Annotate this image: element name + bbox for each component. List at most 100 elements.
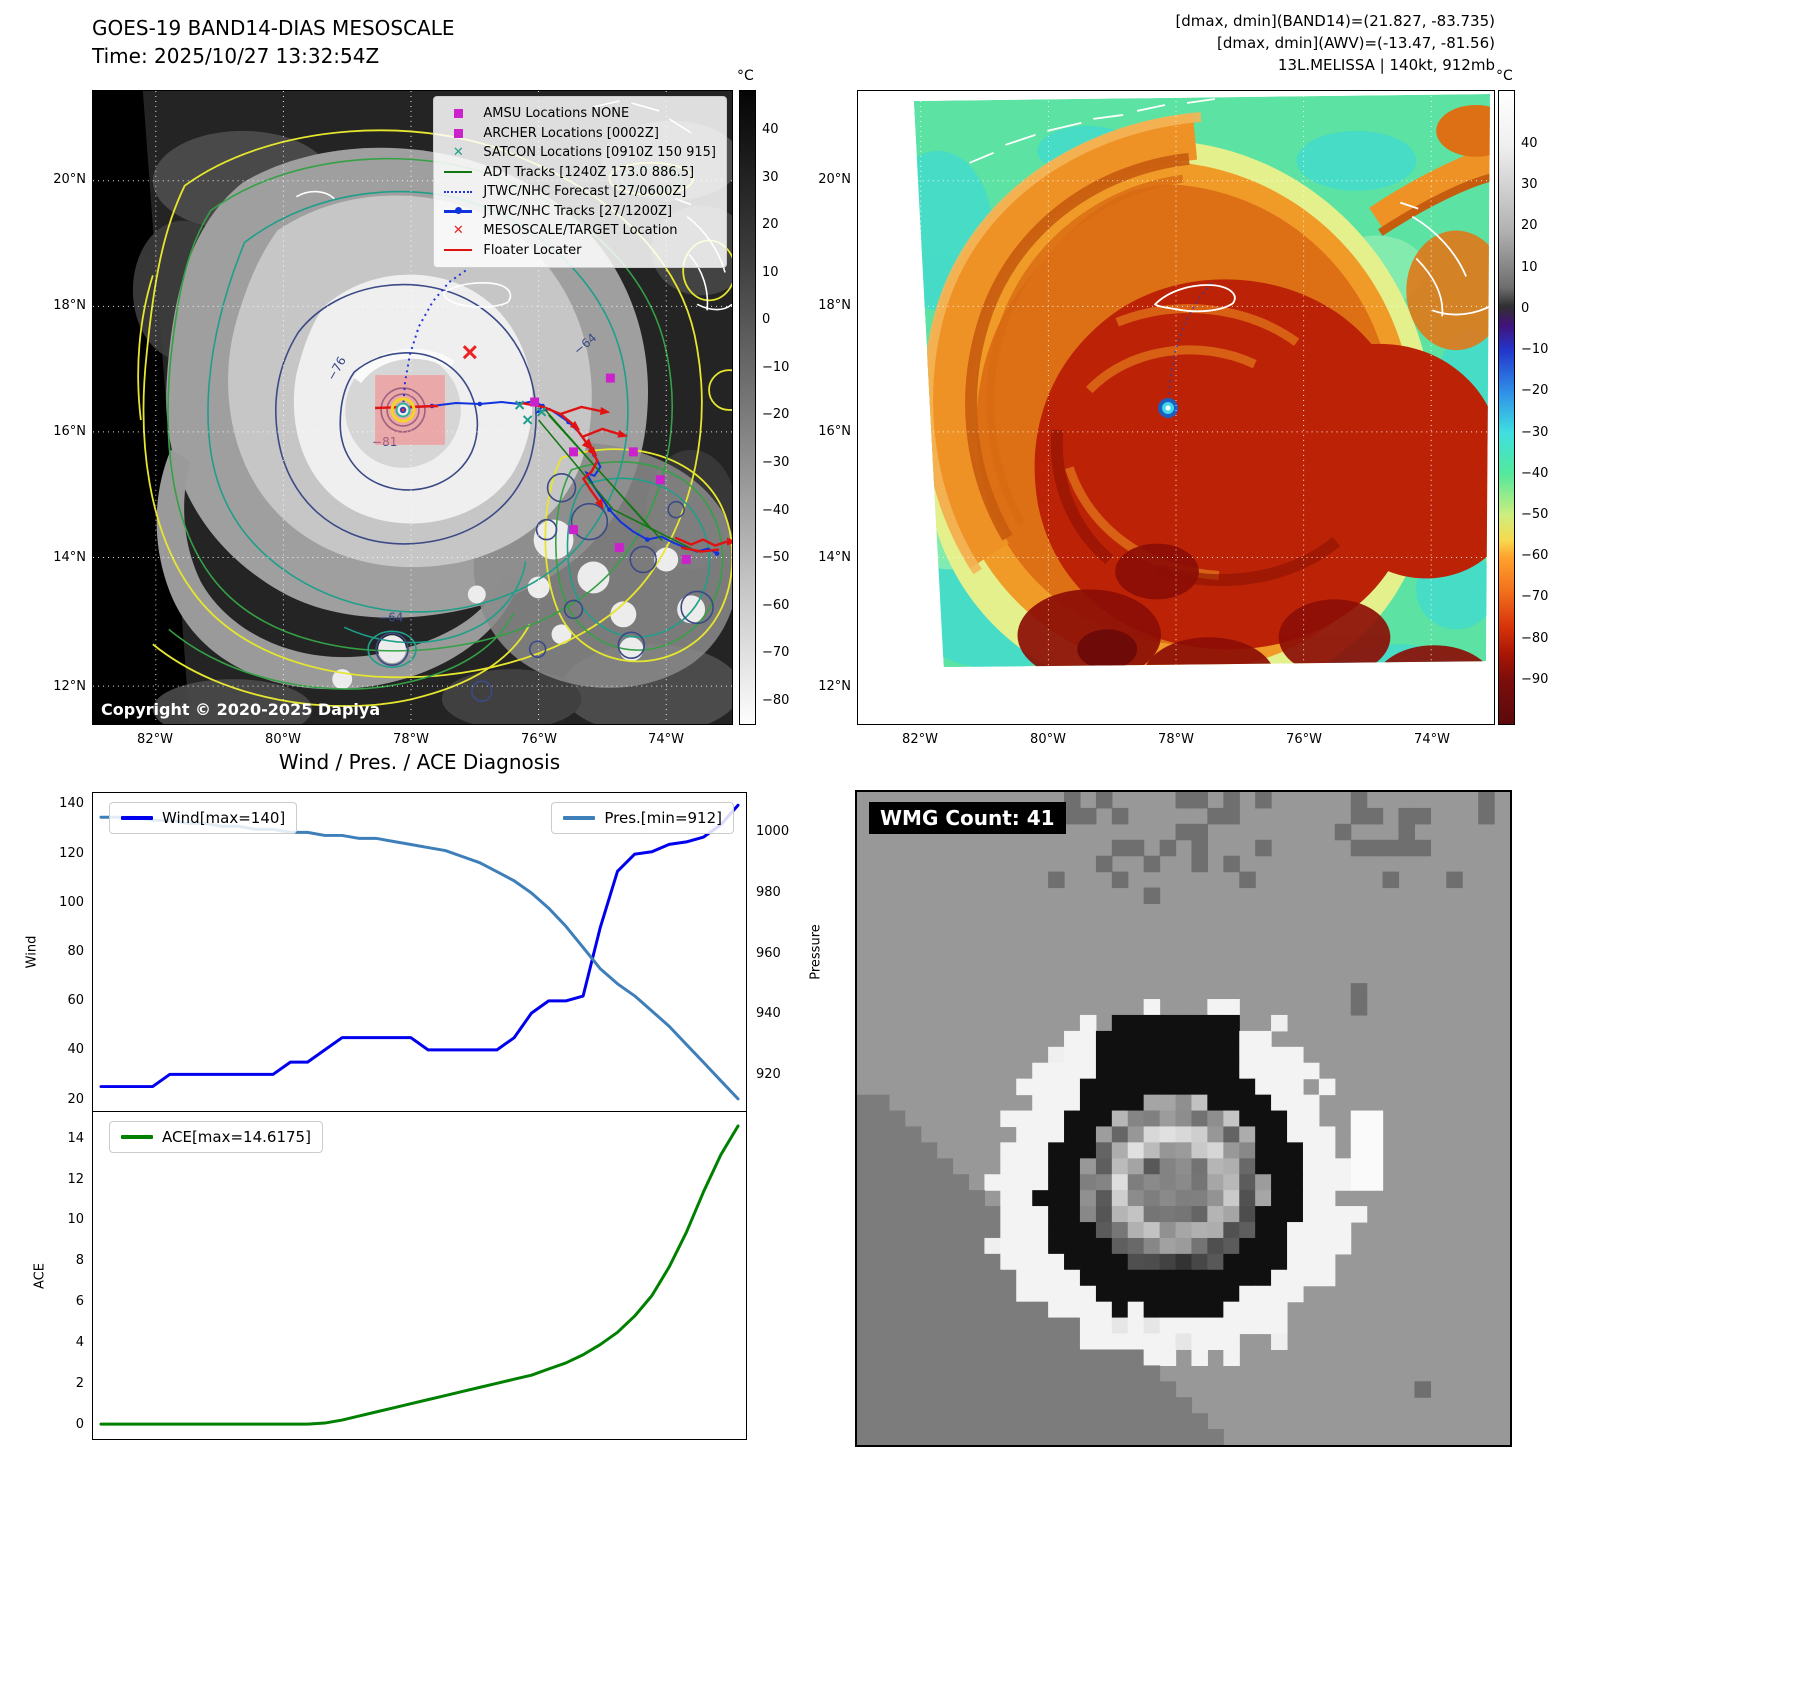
- eye-marker: [1158, 398, 1178, 418]
- ace-legend: ACE[max=14.6175]: [109, 1121, 323, 1153]
- band14-colorbar: [739, 90, 756, 725]
- tick-label: 78°W: [1158, 732, 1194, 747]
- tick-label: 920: [756, 1067, 781, 1083]
- tick-label: 20°N: [53, 172, 86, 187]
- legend-label: MESOSCALE/TARGET Location: [483, 223, 678, 239]
- tick-label: −20: [762, 407, 790, 423]
- tick-label: −80: [1521, 630, 1549, 646]
- legend-x-marker-icon: ✕: [452, 144, 464, 160]
- legend-item: ARCHER Locations [0002Z]: [442, 124, 716, 144]
- tick-label: 100: [59, 894, 84, 910]
- tick-label: 10: [67, 1212, 84, 1228]
- awv-colorbar-unit: °C: [1496, 68, 1513, 84]
- band14-colorbar-unit: °C: [737, 68, 754, 84]
- legend-item: AMSU Locations NONE: [442, 104, 716, 124]
- map-legend: AMSU Locations NONE ARCHER Locations [000…: [433, 96, 727, 268]
- wind-pressure-plot: [99, 803, 740, 1101]
- storm-id-text: 13L.MELISSA | 140kt, 912mb: [1277, 56, 1495, 74]
- tick-label: 0: [75, 1417, 84, 1433]
- tick-label: 80°W: [265, 732, 301, 747]
- pressure-axis-label: Pressure: [808, 924, 824, 980]
- tick-label: 14°N: [818, 550, 851, 565]
- tick-label: 0: [1521, 300, 1530, 316]
- ace-plot: [99, 1124, 740, 1426]
- grid-lines: [858, 91, 1494, 724]
- series-line: [99, 803, 740, 1089]
- legend-square-marker-icon: [442, 128, 474, 138]
- tick-label: −60: [762, 597, 790, 613]
- floater-arrows: [569, 407, 732, 546]
- target-x-icon: [462, 345, 477, 360]
- satcon-markers: [514, 400, 547, 425]
- tick-label: 4: [75, 1335, 84, 1351]
- goes-title: GOES-19 BAND14-DIAS MESOSCALE: [92, 16, 455, 40]
- tick-label: −40: [762, 502, 790, 518]
- tick-label: 10: [762, 264, 779, 280]
- series-line: [99, 815, 740, 1101]
- contour-label: −64: [378, 610, 403, 624]
- tick-label: −70: [1521, 589, 1549, 605]
- pressure-legend: Pres.[min=912]: [551, 802, 734, 834]
- tick-label: 8: [75, 1253, 84, 1269]
- legend-label: Floater Locater: [483, 242, 582, 258]
- tick-label: 940: [756, 1006, 781, 1022]
- wind-line-sample: [121, 816, 153, 820]
- tick-label: 16°N: [818, 424, 851, 439]
- tick-label: −40: [1521, 465, 1549, 481]
- tick-label: −10: [762, 359, 790, 375]
- tick-label: 20°N: [818, 172, 851, 187]
- tick-label: −90: [1521, 671, 1549, 687]
- tick-label: 10: [1521, 259, 1538, 275]
- wind-legend: Wind[max=140]: [109, 802, 298, 834]
- tick-label: 76°W: [1286, 732, 1322, 747]
- tick-label: 2: [75, 1376, 84, 1392]
- awv-scene: [913, 93, 1491, 668]
- tick-label: 74°W: [648, 732, 684, 747]
- legend-item: ADT Tracks [1240Z 173.0 886.5]: [442, 163, 716, 183]
- tick-label: 18°N: [818, 298, 851, 313]
- legend-line-marker-icon: [442, 249, 474, 252]
- awv-imagery: [858, 91, 1494, 724]
- tick-label: 12°N: [53, 679, 86, 694]
- tick-label: 0: [762, 312, 771, 328]
- legend-label: AMSU Locations NONE: [483, 106, 630, 122]
- ace-legend-label: ACE[max=14.6175]: [162, 1128, 311, 1146]
- tick-label: 140: [59, 796, 84, 812]
- series-line: [99, 1124, 740, 1426]
- tick-label: 40: [762, 122, 779, 137]
- legend-x-marker-icon: ✕: [452, 222, 464, 238]
- tick-label: 30: [1521, 177, 1538, 193]
- tick-label: 14: [67, 1130, 84, 1146]
- legend-line-marker-icon: [442, 171, 474, 174]
- dmax-awv-text: [dmax, dmin](AWV)=(-13.47, -81.56): [1216, 34, 1495, 52]
- tick-label: 80°W: [1030, 732, 1066, 747]
- wind-pressure-chart: Wind[max=140] Pres.[min=912]: [92, 792, 747, 1112]
- goes-title-block: GOES-19 BAND14-DIAS MESOSCALE Time: 2025…: [92, 14, 455, 70]
- tick-label: 30: [762, 169, 779, 185]
- awv-color-map: [857, 90, 1495, 725]
- legend-label: JTWC/NHC Forecast [27/0600Z]: [483, 184, 687, 200]
- tick-label: 120: [59, 845, 84, 861]
- wmg-panel: WMG Count: 41: [855, 790, 1512, 1447]
- tick-label: 14°N: [53, 550, 86, 565]
- tick-label: −50: [762, 550, 790, 566]
- tick-label: 20: [1521, 218, 1538, 234]
- wmg-pixel-image: [857, 792, 1510, 1445]
- legend-line-dot-marker-icon: [442, 207, 474, 215]
- diag-title: Wind / Pres. / ACE Diagnosis: [278, 750, 561, 774]
- legend-item: Floater Locater: [442, 241, 716, 261]
- legend-label: JTWC/NHC Tracks [27/1200Z]: [483, 203, 673, 219]
- tick-label: 20: [762, 217, 779, 233]
- tick-label: 40: [67, 1042, 84, 1058]
- tick-label: 82°W: [902, 732, 938, 747]
- amsu-archer-markers: [530, 373, 691, 565]
- tick-label: 40: [1521, 135, 1538, 151]
- tick-label: 20: [67, 1091, 84, 1107]
- tick-label: 18°N: [53, 298, 86, 313]
- awv-header-block: [dmax, dmin](BAND14)=(21.827, -83.735) […: [1175, 10, 1495, 76]
- wind-legend-label: Wind[max=140]: [162, 809, 286, 827]
- legend-item: JTWC/NHC Tracks [27/1200Z]: [442, 202, 716, 222]
- legend-item: ✕ MESOSCALE/TARGET Location: [442, 221, 716, 241]
- tick-label: −30: [762, 455, 790, 470]
